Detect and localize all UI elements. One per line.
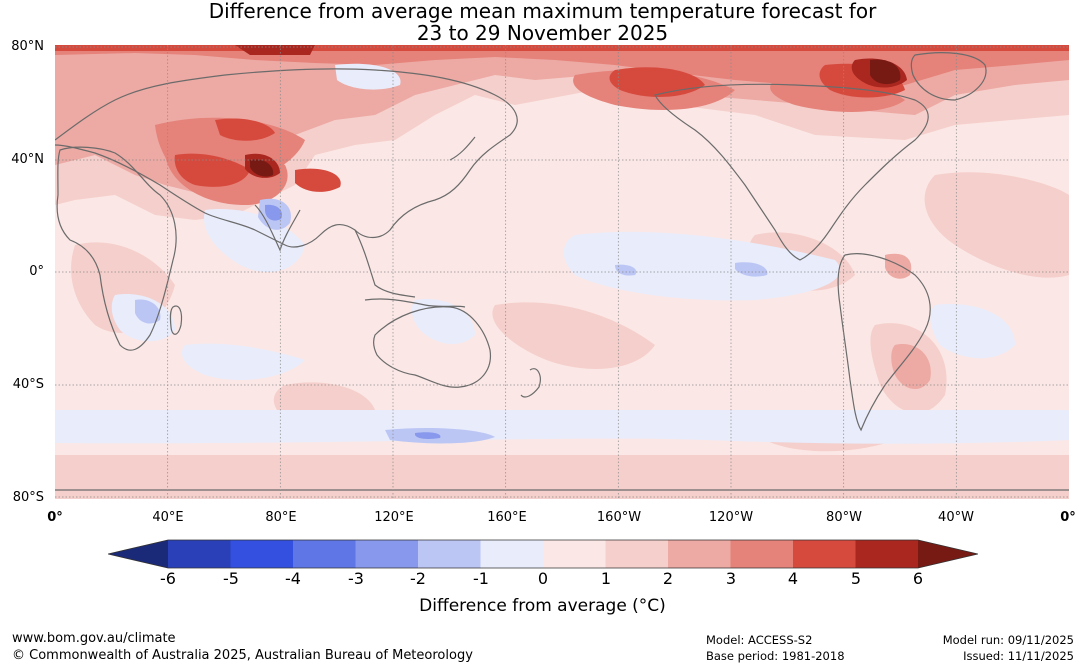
lon-label-160w: 160°W <box>596 510 642 525</box>
colorbar-segment-3 <box>293 540 356 568</box>
lat-label-80n: 80°N <box>11 39 44 54</box>
legend-tick: 5 <box>850 569 862 588</box>
colorbar-arrow-high <box>918 540 978 568</box>
lat-label-80s: 80°S <box>12 490 44 505</box>
graticule <box>55 45 1069 499</box>
chart-title-line-1: Difference from average mean maximum tem… <box>208 0 877 23</box>
lon-label-40e: 40°E <box>152 510 184 525</box>
legend-tick: 4 <box>787 569 799 588</box>
legend-tick: -4 <box>285 569 301 588</box>
colorbar-arrow-low <box>108 540 168 568</box>
anomaly-minus-3-minus-2-areas <box>265 204 441 439</box>
copyright-text: © Commonwealth of Australia 2025, Austra… <box>12 648 473 663</box>
lon-label-40w: 40°W <box>938 510 974 525</box>
anomaly-minus-1-0-areas <box>55 63 1069 444</box>
colorbar-segment-11 <box>793 540 856 568</box>
model-run-date: Model run: 09/11/2025 <box>942 633 1074 647</box>
anomaly-above-6-areas <box>250 59 901 177</box>
model-name: Model: ACCESS-S2 <box>706 633 813 647</box>
legend-tick: -2 <box>410 569 426 588</box>
lat-label-40s: 40°S <box>12 377 44 392</box>
lon-label-80w: 80°W <box>826 510 862 525</box>
colorbar-segment-9 <box>668 540 731 568</box>
lon-label-160e: 160°E <box>487 510 527 525</box>
lat-label-40n: 40°N <box>11 152 44 167</box>
colorbar-segment-2 <box>230 540 293 568</box>
anomaly-map <box>55 45 1069 499</box>
colorbar-segment-10 <box>730 540 793 568</box>
lon-label-0-east: 0° <box>1060 510 1076 525</box>
legend-title: Difference from average (°C) <box>419 596 666 616</box>
lon-label-120e: 120°E <box>374 510 414 525</box>
colorbar <box>107 538 979 570</box>
colorbar-svg <box>107 539 979 569</box>
colorbar-segment-5 <box>418 540 481 568</box>
colorbar-segment-6 <box>480 540 543 568</box>
legend-tick: 0 <box>537 569 549 588</box>
base-period: Base period: 1981-2018 <box>706 649 845 663</box>
lat-label-0: 0° <box>29 264 44 279</box>
colorbar-segment-8 <box>605 540 668 568</box>
issued-date: Issued: 11/11/2025 <box>963 649 1074 663</box>
legend-tick: 2 <box>662 569 674 588</box>
legend-tick: -1 <box>473 569 489 588</box>
legend-tick: 6 <box>912 569 924 588</box>
lon-label-80e: 80°E <box>265 510 297 525</box>
colorbar-segment-1 <box>168 540 231 568</box>
colorbar-segment-7 <box>543 540 606 568</box>
legend-tick: -5 <box>223 569 239 588</box>
colorbar-segment-4 <box>355 540 418 568</box>
map-svg <box>55 45 1069 499</box>
legend-tick: 3 <box>725 569 737 588</box>
coastlines <box>55 52 1069 491</box>
legend-tick: -6 <box>160 569 176 588</box>
website-link[interactable]: www.bom.gov.au/climate <box>12 631 176 646</box>
legend-tick: 1 <box>600 569 612 588</box>
lon-label-120w: 120°W <box>708 510 754 525</box>
colorbar-segment-12 <box>855 540 918 568</box>
legend-tick: -3 <box>348 569 364 588</box>
lon-label-0-west: 0° <box>47 510 63 525</box>
chart-title-line-2: 23 to 29 November 2025 <box>416 21 669 45</box>
